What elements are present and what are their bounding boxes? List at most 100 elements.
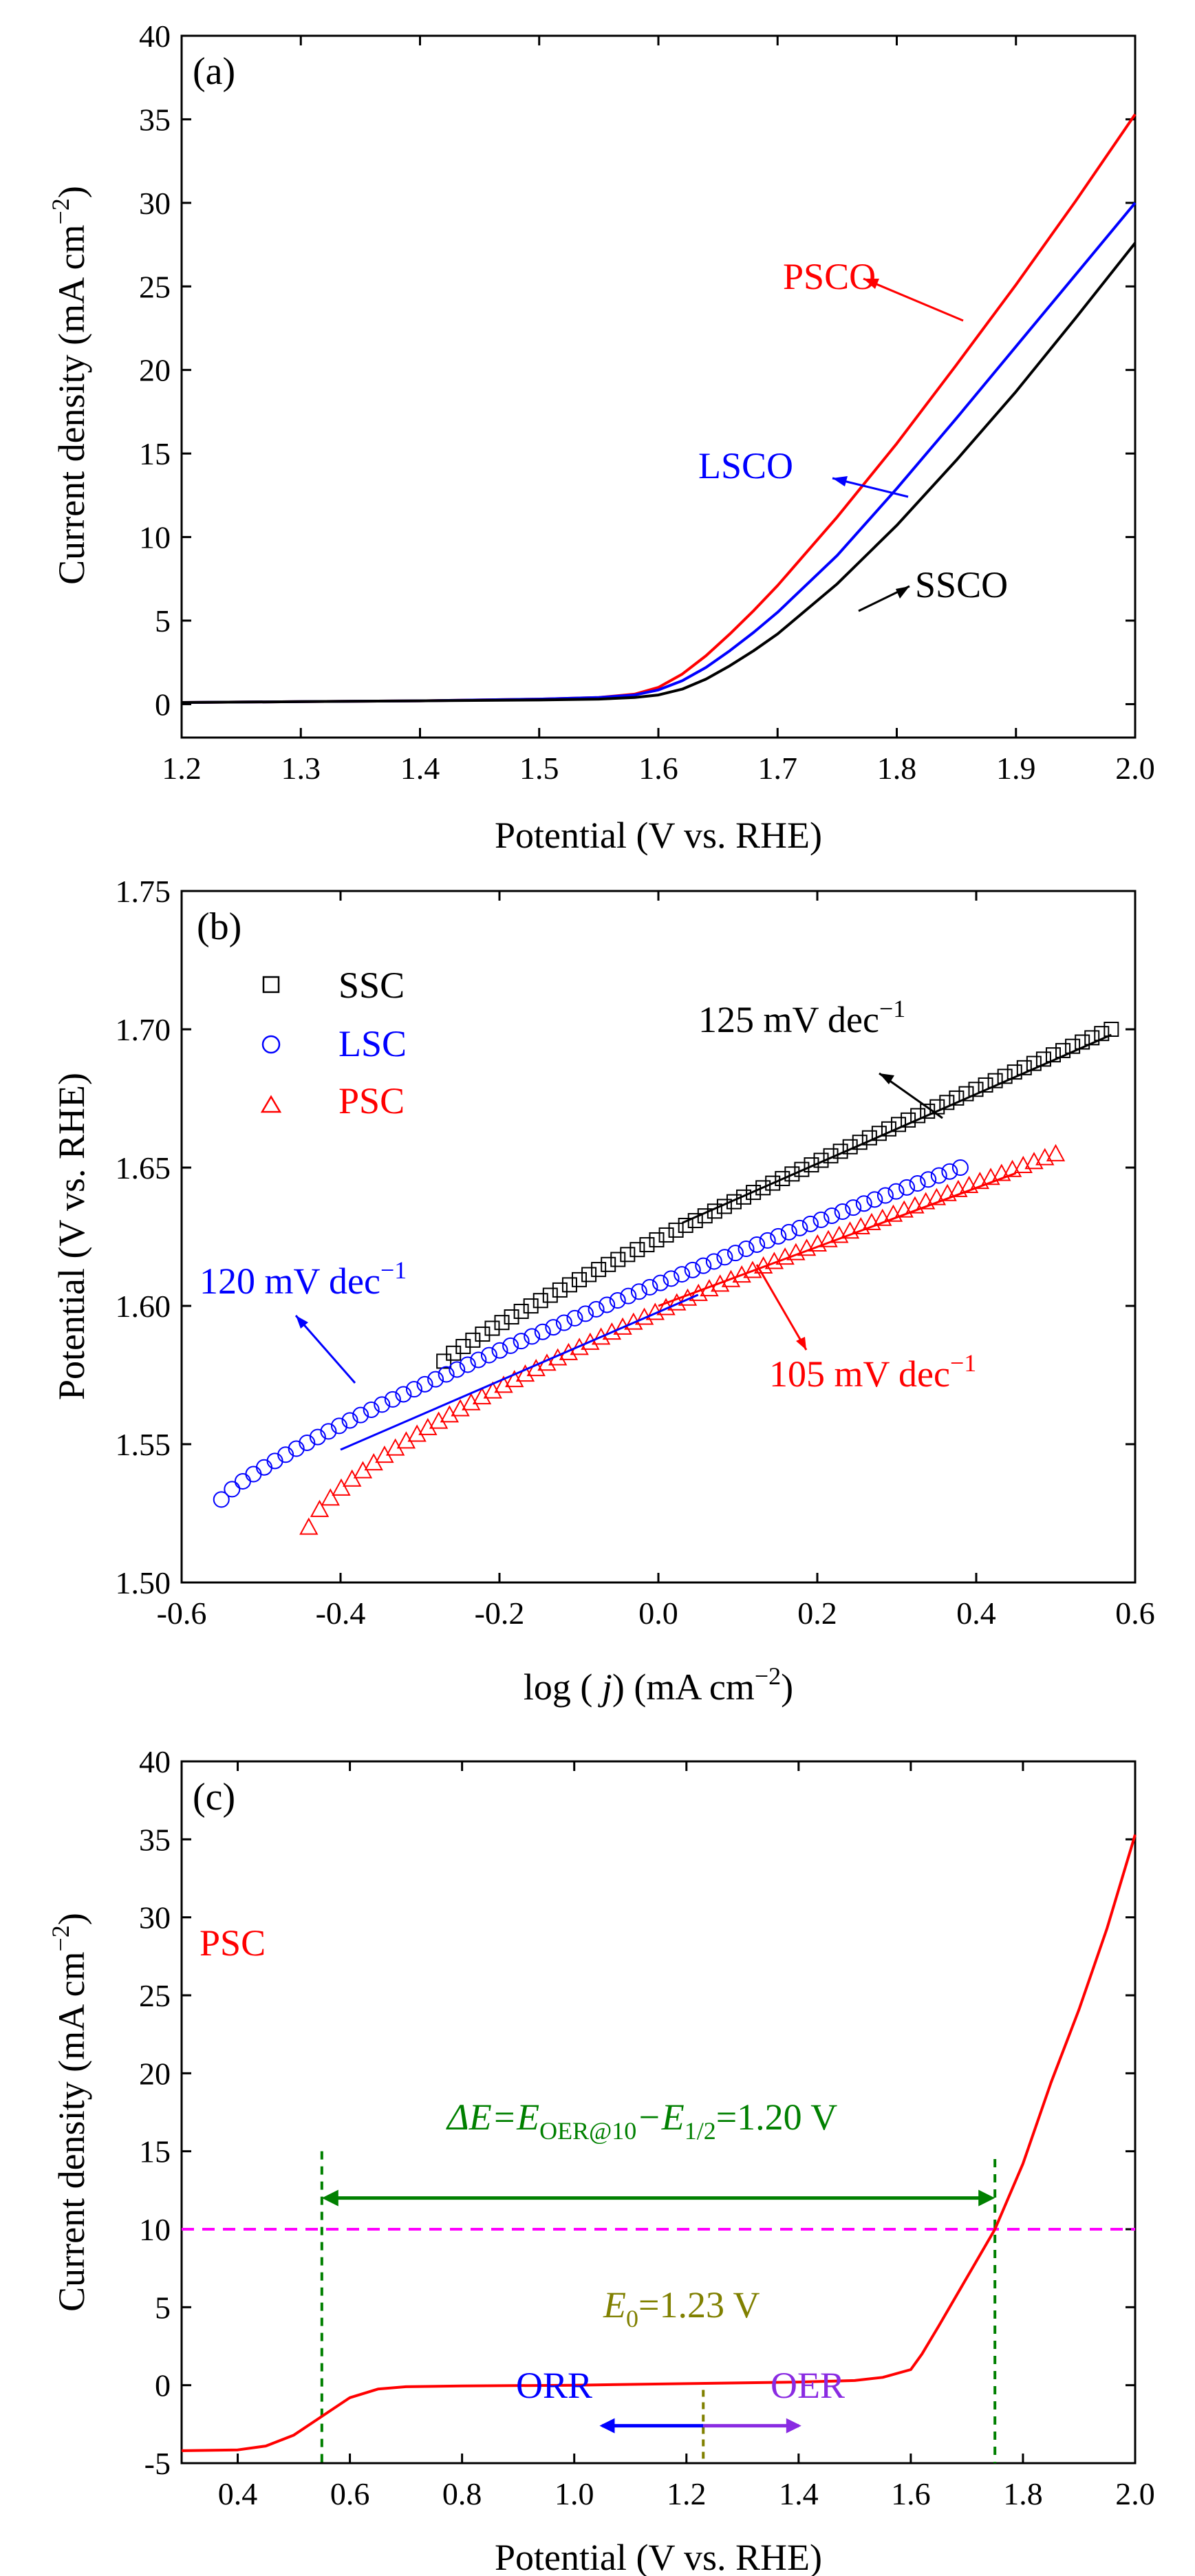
y-tick-label: 1.55 bbox=[116, 1427, 171, 1462]
panel-b-frame bbox=[180, 890, 1137, 1584]
data-point-ssc bbox=[1075, 1034, 1090, 1050]
data-point-ssc bbox=[649, 1232, 665, 1247]
y-tick-label: 20 bbox=[139, 353, 171, 388]
x-tick-label: 0.6 bbox=[330, 2476, 370, 2511]
data-point-ssc bbox=[1045, 1047, 1061, 1063]
data-point-ssc bbox=[668, 1222, 684, 1238]
y-tick-label: 0 bbox=[155, 2368, 171, 2403]
data-point-ssc bbox=[475, 1327, 491, 1342]
panel-c-y-axis-label: Current density (mA cm−2) bbox=[47, 1913, 92, 2312]
data-point-lsc bbox=[684, 1261, 701, 1278]
data-point-lsc bbox=[866, 1191, 883, 1208]
data-point-lsc bbox=[770, 1227, 787, 1245]
y-tick-label: 15 bbox=[139, 436, 171, 471]
orr-label: ORR bbox=[516, 2365, 592, 2406]
data-point-lsc bbox=[320, 1423, 337, 1440]
data-point-ssc bbox=[978, 1077, 993, 1093]
data-point-ssc bbox=[513, 1303, 529, 1319]
data-point-lsc bbox=[599, 1296, 616, 1313]
data-point-ssc bbox=[1026, 1055, 1042, 1071]
x-tick-label: 1.6 bbox=[638, 751, 678, 786]
data-point-lsc bbox=[299, 1434, 316, 1451]
data-point-lsc bbox=[609, 1292, 626, 1309]
data-point-lsc bbox=[330, 1417, 347, 1435]
data-point-lsc bbox=[491, 1342, 508, 1359]
psco-annotation: PSCO bbox=[783, 256, 876, 297]
data-point-ssc bbox=[804, 1157, 819, 1173]
data-point-lsc bbox=[374, 1396, 391, 1413]
y-tick-label: 1.60 bbox=[116, 1289, 171, 1324]
data-point-lsc bbox=[930, 1167, 947, 1184]
panel-c-series-label: PSC bbox=[200, 1922, 266, 1964]
legend-ssc-label: SSC bbox=[338, 965, 405, 1006]
data-point-ssc bbox=[465, 1332, 481, 1348]
data-point-lsc bbox=[941, 1163, 958, 1180]
slope-psc-annotation: 105 mV dec−1 bbox=[769, 1349, 976, 1395]
data-point-ssc bbox=[532, 1293, 548, 1309]
data-point-psc bbox=[1046, 1144, 1066, 1161]
data-point-lsc bbox=[780, 1223, 797, 1241]
data-point-ssc bbox=[784, 1166, 800, 1182]
y-tick-label: 10 bbox=[139, 520, 171, 555]
data-point-lsc bbox=[791, 1219, 808, 1236]
fit-line-ssc bbox=[682, 1033, 1112, 1224]
panel-c-ticks: 0.4 0.6 0.8 1.0 1.2 1.4 1.6 1.8 2.0 -5 0 5 10 15 20 25 3… bbox=[139, 1744, 1155, 2511]
data-point-psc bbox=[310, 1499, 330, 1517]
data-point-lsc bbox=[951, 1159, 969, 1176]
data-point-ssc bbox=[1065, 1038, 1081, 1054]
x-tick-label: 1.2 bbox=[162, 751, 202, 786]
x-tick-label: 1.9 bbox=[996, 751, 1036, 786]
data-point-lsc bbox=[545, 1319, 562, 1336]
data-point-ssc bbox=[601, 1256, 616, 1272]
y-tick-label: 0 bbox=[155, 687, 171, 722]
data-point-lsc bbox=[641, 1278, 658, 1296]
data-point-ssc bbox=[746, 1185, 762, 1201]
panel-a-x-axis-label: Potential (V vs. RHE) bbox=[495, 815, 822, 856]
series-line-psco bbox=[181, 113, 1137, 704]
data-point-lsc bbox=[277, 1446, 294, 1463]
data-point-lsc bbox=[256, 1459, 273, 1476]
panel-a-label: (a) bbox=[193, 50, 235, 93]
y-tick-label: 10 bbox=[139, 2212, 171, 2247]
x-tick-label: 2.0 bbox=[1115, 2476, 1155, 2511]
panel-c-series bbox=[181, 1834, 1137, 2463]
y-tick-label: 1.65 bbox=[116, 1150, 171, 1185]
data-point-lsc bbox=[245, 1466, 262, 1483]
y-tick-label: 20 bbox=[139, 2056, 171, 2091]
data-point-lsc bbox=[812, 1211, 830, 1228]
x-tick-label: 1.3 bbox=[281, 751, 321, 786]
data-point-ssc bbox=[1094, 1026, 1110, 1042]
data-point-lsc bbox=[759, 1232, 776, 1249]
x-tick-label: -0.2 bbox=[475, 1596, 525, 1631]
data-point-lsc bbox=[555, 1314, 572, 1331]
data-point-psc bbox=[429, 1411, 449, 1429]
panel-a-chart: 1.2 1.3 1.4 1.5 1.6 1.7 1.8 1.9 2.0 0 5 10 15 20 25 30 3… bbox=[47, 19, 1155, 856]
psco-arrow bbox=[863, 277, 964, 322]
fit-line-lsc bbox=[340, 1294, 699, 1451]
data-point-ssc bbox=[620, 1247, 636, 1263]
data-point-ssc bbox=[997, 1069, 1013, 1084]
data-point-lsc bbox=[405, 1381, 422, 1398]
x-tick-label: 2.0 bbox=[1115, 751, 1155, 786]
y-tick-label: 1.50 bbox=[116, 1565, 171, 1600]
data-point-ssc bbox=[484, 1320, 500, 1336]
x-tick-label: 1.0 bbox=[555, 2476, 594, 2511]
panel-c-chart: 0.4 0.6 0.8 1.0 1.2 1.4 1.6 1.8 2.0 -5 0 5 10 15 20 25 3… bbox=[47, 1744, 1155, 2576]
e0-annotation: E0=1.23 V bbox=[603, 2284, 760, 2332]
x-tick-label: 1.4 bbox=[400, 751, 440, 786]
legend-psc-marker bbox=[260, 1095, 282, 1113]
data-point-ssc bbox=[561, 1277, 577, 1293]
data-point-lsc bbox=[834, 1203, 851, 1221]
data-point-psc bbox=[440, 1405, 460, 1423]
data-point-ssc bbox=[987, 1073, 1003, 1088]
data-point-lsc bbox=[845, 1199, 862, 1216]
data-point-lsc bbox=[663, 1270, 680, 1287]
data-point-lsc bbox=[480, 1346, 497, 1364]
data-point-ssc bbox=[1035, 1051, 1051, 1067]
x-tick-label: 0.4 bbox=[956, 1596, 996, 1631]
data-point-ssc bbox=[552, 1282, 568, 1298]
data-point-lsc bbox=[309, 1428, 326, 1446]
series-line-psc bbox=[181, 1834, 1137, 2452]
delta-e-arrowhead-left bbox=[321, 2189, 338, 2207]
